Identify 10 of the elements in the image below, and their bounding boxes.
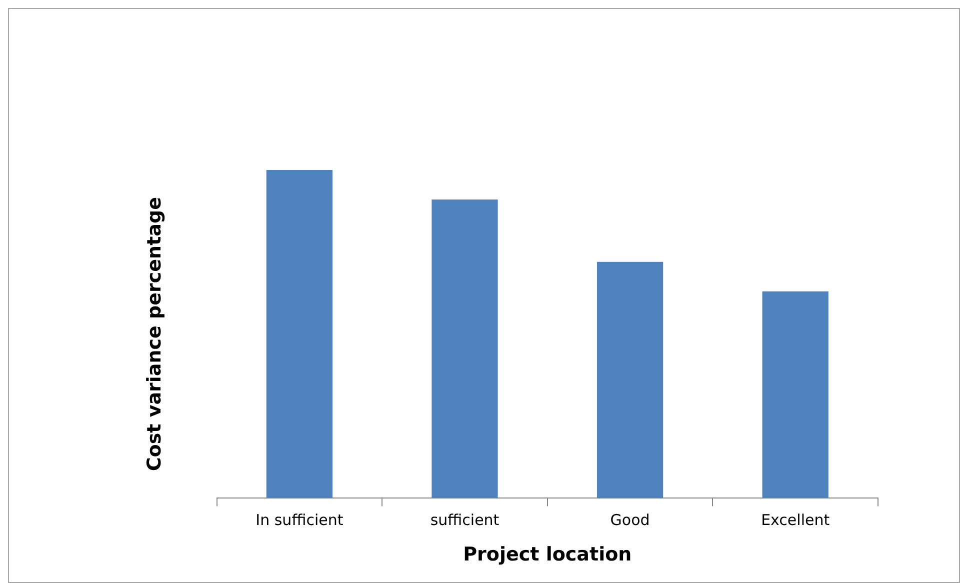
- x-tick-label: Excellent: [761, 511, 830, 530]
- y-axis-title: Cost variance percentage: [143, 197, 166, 472]
- x-axis-title: Project location: [463, 544, 632, 566]
- bar: [266, 170, 333, 498]
- x-tick-label: In sufficient: [256, 511, 344, 530]
- bar: [762, 291, 828, 498]
- bar: [596, 262, 664, 498]
- bar: [432, 200, 498, 498]
- x-tick-label: Good: [610, 511, 650, 530]
- x-tick-label: sufficient: [430, 511, 500, 530]
